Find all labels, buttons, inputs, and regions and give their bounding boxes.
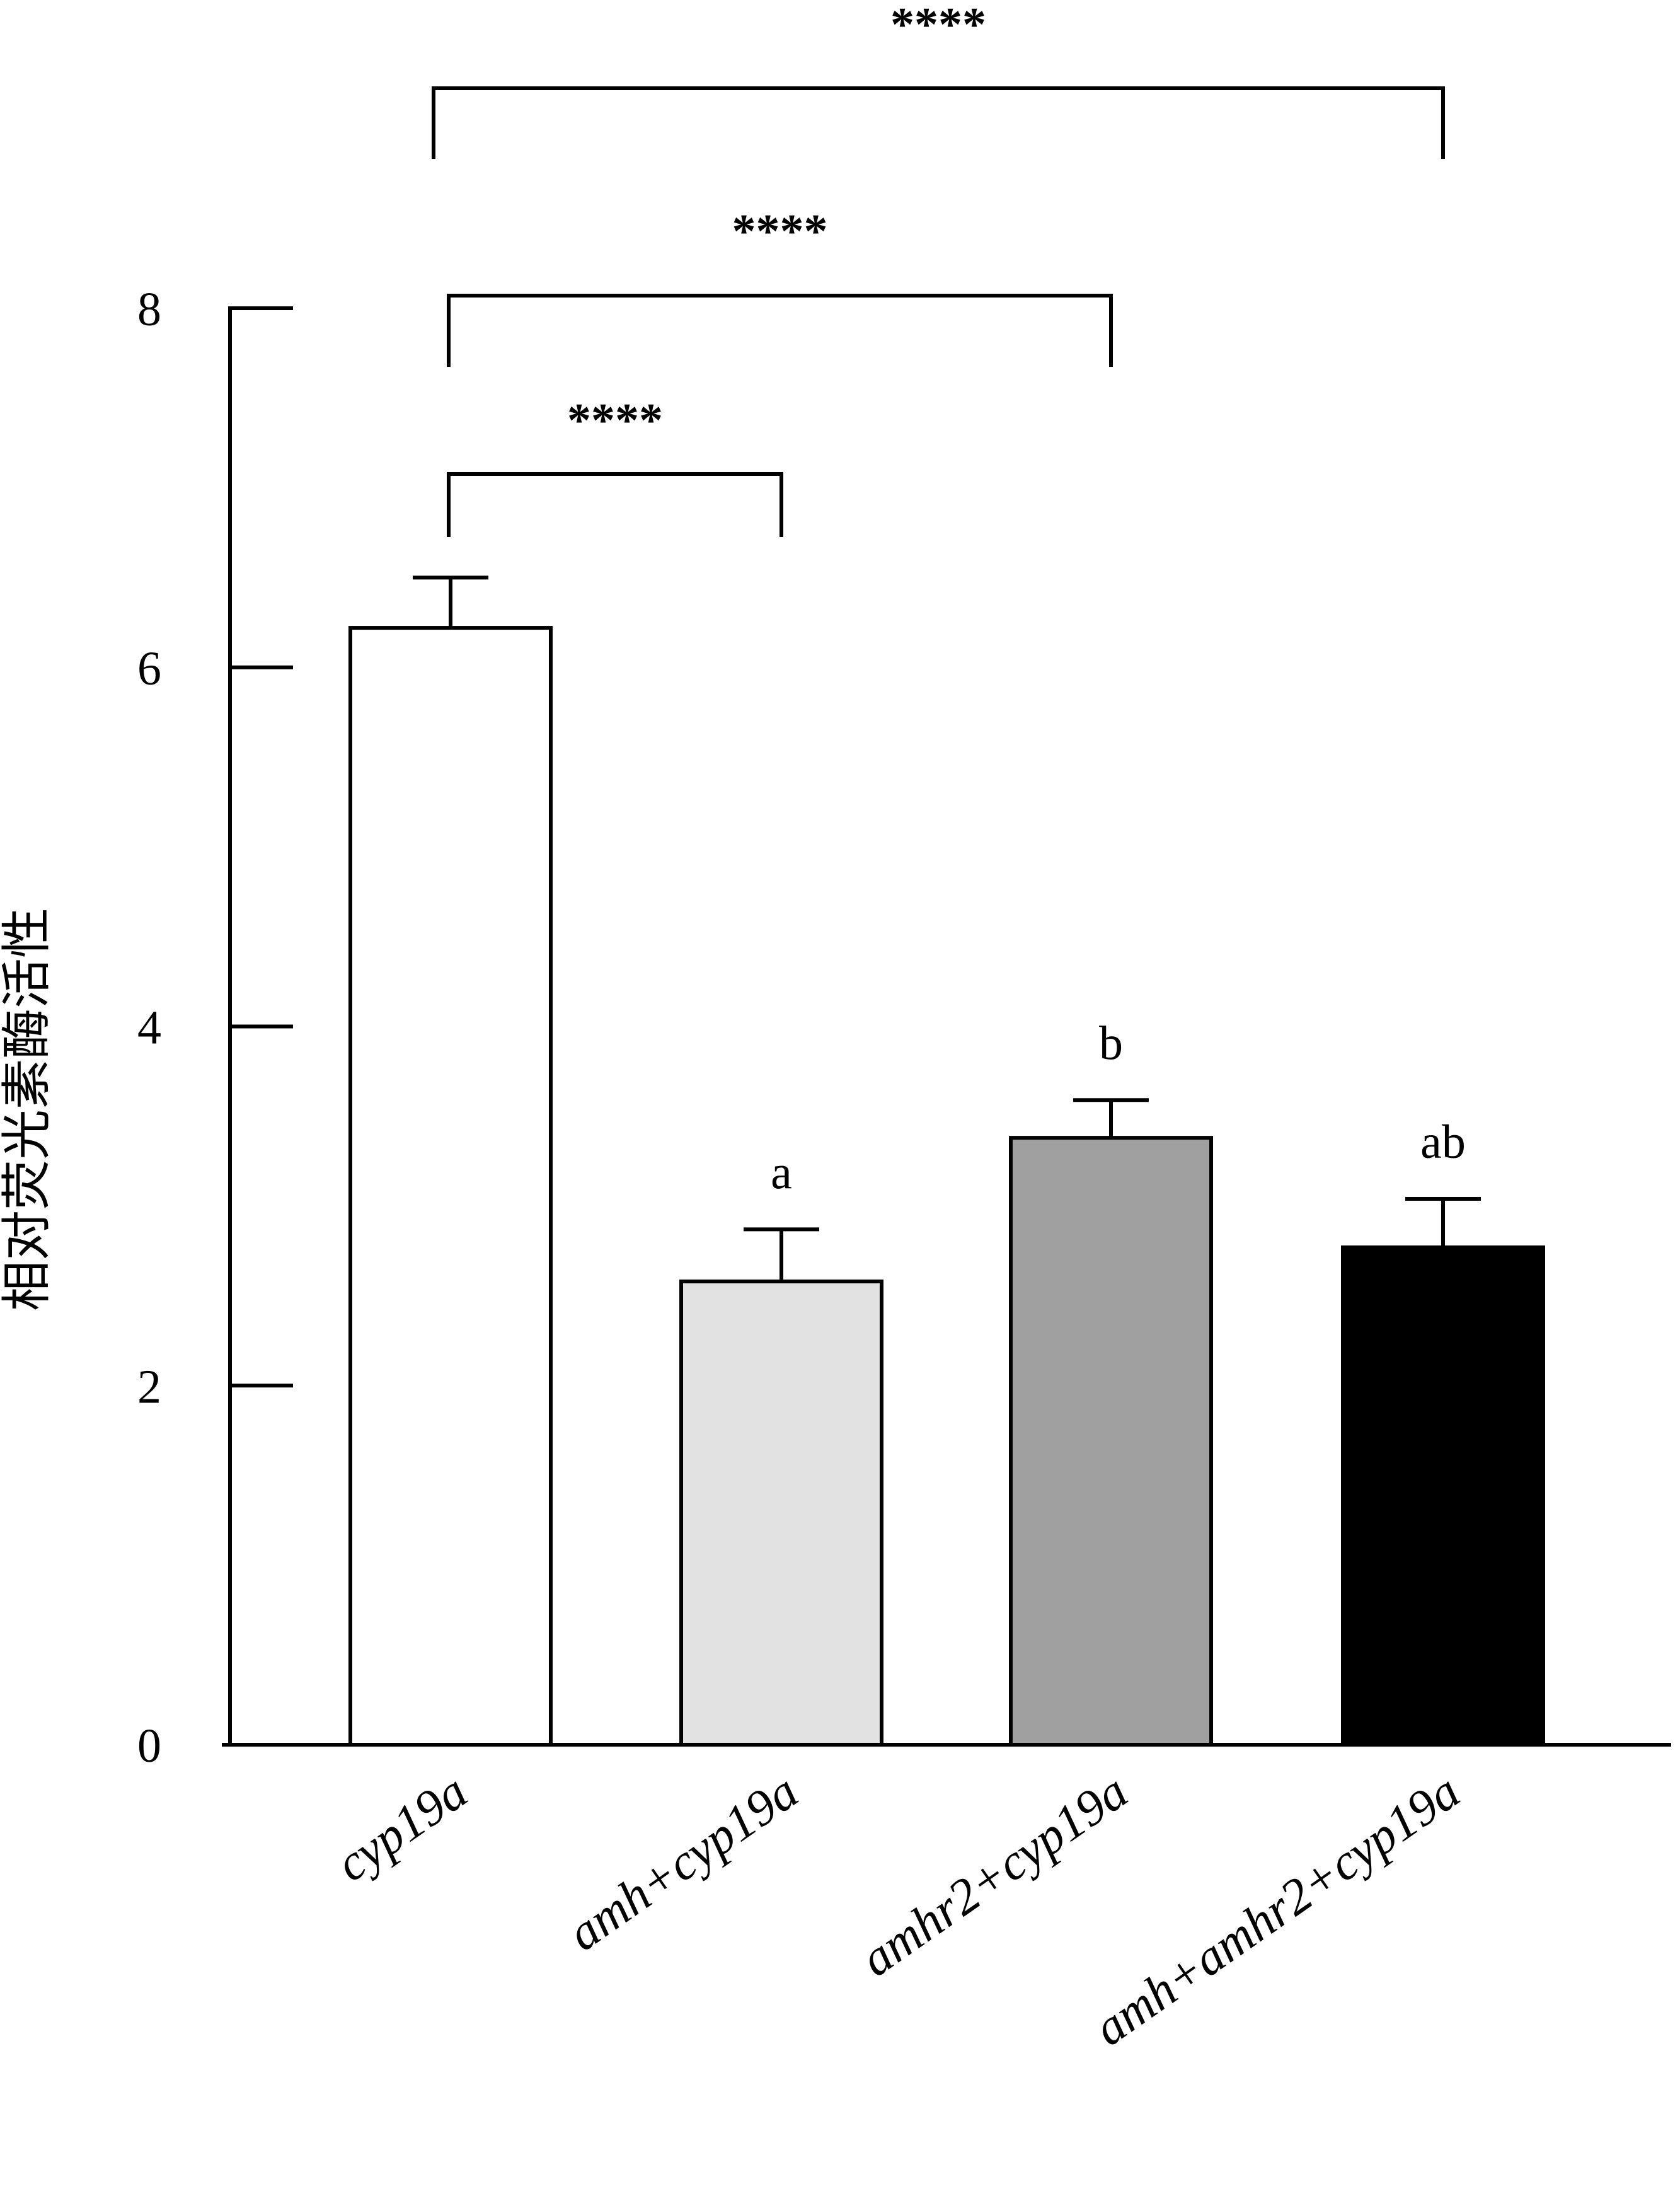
y-tick-label-8: 8 [137, 283, 161, 336]
category-label-0: cyp19a [326, 1764, 478, 1893]
significance-stars-2: **** [890, 0, 986, 51]
y-axis-label: 相对荧光素酶活性 [0, 908, 56, 1311]
y-tick-label-0: 0 [137, 1720, 161, 1772]
category-label-1: amh+cyp19a [558, 1764, 808, 1962]
y-axis: 0 2 4 6 8 [137, 283, 293, 1772]
significance-letter-1: a [771, 1146, 792, 1199]
comparison-bracket-1 [447, 294, 1113, 367]
significance-letter-2: b [1099, 1017, 1123, 1070]
comparison-bracket-2 [432, 86, 1445, 159]
bar-1 [679, 1280, 883, 1747]
significance-stars-1: **** [732, 205, 828, 258]
significance-letter-3: ab [1420, 1116, 1466, 1169]
category-label-2: amhr2+cyp19a [851, 1764, 1137, 1987]
significance-brackets: **** **** **** [432, 0, 1445, 537]
y-tick-label-2: 2 [137, 1360, 161, 1413]
comparison-bracket-0 [447, 472, 783, 537]
y-tick-label-6: 6 [137, 642, 161, 695]
bar-0 [348, 626, 553, 1747]
bar-3 [1341, 1245, 1545, 1747]
y-tick-label-4: 4 [137, 1002, 161, 1055]
significance-stars-0: **** [567, 394, 663, 447]
category-label-3: amh+amhr2+cyp19a [1084, 1764, 1470, 2057]
bar-2 [1009, 1136, 1213, 1747]
category-labels: cyp19a amh+cyp19a amhr2+cyp19aamh+amhr2+cy… [326, 1764, 1470, 2057]
